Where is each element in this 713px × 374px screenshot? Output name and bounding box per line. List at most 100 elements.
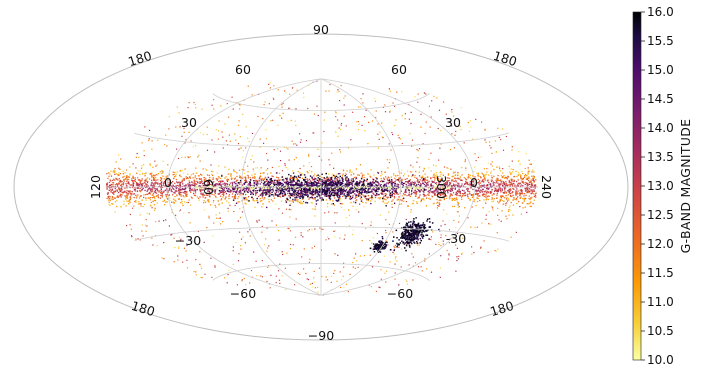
star-point <box>205 168 207 170</box>
star-point <box>492 209 494 211</box>
star-point <box>464 192 466 194</box>
star-point <box>295 108 297 110</box>
star-point <box>140 184 142 186</box>
star-point <box>194 194 197 197</box>
star-point <box>302 195 304 197</box>
star-point <box>461 193 464 195</box>
star-point <box>497 207 499 209</box>
star-point <box>132 180 134 182</box>
star-point <box>461 183 463 185</box>
star-point <box>533 190 536 192</box>
star-point <box>311 228 313 230</box>
star-point <box>242 193 244 195</box>
star-point <box>398 284 400 286</box>
star-point <box>464 183 466 185</box>
star-point <box>273 85 275 87</box>
star-point <box>199 182 201 184</box>
star-point <box>395 188 397 191</box>
star-point <box>511 195 513 198</box>
star-point <box>338 90 340 93</box>
star-point <box>488 195 490 197</box>
star-point <box>204 197 206 199</box>
star-point <box>194 103 196 105</box>
star-point <box>491 189 493 191</box>
star-point <box>199 189 201 192</box>
star-point <box>428 167 430 169</box>
star-point <box>416 177 418 179</box>
star-point <box>508 191 510 193</box>
star-point <box>110 183 112 186</box>
star-point <box>412 166 414 168</box>
star-point <box>264 189 266 191</box>
star-point <box>323 188 325 191</box>
star-point <box>301 198 303 200</box>
star-point <box>123 203 125 205</box>
star-point <box>202 168 204 170</box>
star-point <box>118 195 120 197</box>
star-point <box>498 188 500 190</box>
star-point <box>341 193 343 195</box>
star-point <box>119 193 122 196</box>
star-point <box>325 195 328 197</box>
star-point <box>482 179 484 181</box>
star-point <box>436 97 438 99</box>
star-point <box>296 89 298 91</box>
star-point <box>301 177 303 179</box>
star-point <box>461 189 464 191</box>
star-point <box>281 192 283 194</box>
star-point <box>406 185 408 187</box>
star-point <box>161 192 163 194</box>
star-point <box>500 199 502 201</box>
star-point <box>230 177 232 180</box>
star-point <box>444 190 447 192</box>
star-point <box>350 174 352 176</box>
star-point <box>291 178 293 180</box>
star-point <box>229 173 231 175</box>
star-point <box>509 188 511 190</box>
star-point <box>451 185 453 187</box>
star-point <box>416 191 418 193</box>
star-point <box>430 271 433 273</box>
star-point <box>532 177 534 179</box>
star-point <box>126 175 128 177</box>
star-point <box>185 187 187 189</box>
star-point <box>160 186 162 189</box>
star-point <box>189 177 192 179</box>
star-point <box>427 187 429 189</box>
star-point <box>506 218 508 220</box>
star-point <box>442 220 444 222</box>
star-point <box>442 193 444 196</box>
star-point <box>292 193 294 195</box>
star-point <box>175 173 177 175</box>
star-point <box>388 162 390 164</box>
star-point <box>142 235 144 237</box>
star-point <box>335 175 338 178</box>
star-point <box>189 182 191 184</box>
star-point <box>224 191 227 193</box>
star-point <box>152 174 154 176</box>
star-point <box>281 190 283 192</box>
star-point <box>289 178 291 180</box>
star-point <box>199 189 201 191</box>
star-point <box>328 191 330 194</box>
star-point <box>238 201 241 203</box>
star-point <box>151 207 153 209</box>
star-point <box>280 185 283 187</box>
star-point <box>332 174 335 177</box>
star-point <box>383 178 385 180</box>
star-point <box>463 177 465 179</box>
star-point <box>524 173 527 176</box>
star-point <box>166 176 168 178</box>
star-point <box>396 193 398 195</box>
star-point <box>324 187 326 190</box>
star-point <box>237 184 239 187</box>
star-point <box>500 175 503 177</box>
star-point <box>511 149 513 151</box>
star-point <box>440 191 442 194</box>
star-point <box>397 179 399 181</box>
star-point <box>247 231 249 233</box>
star-point <box>159 185 161 187</box>
star-point <box>236 179 238 182</box>
star-point <box>517 183 519 185</box>
star-point <box>331 185 334 187</box>
